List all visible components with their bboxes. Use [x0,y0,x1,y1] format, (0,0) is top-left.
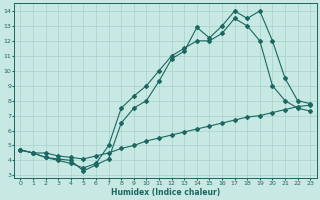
X-axis label: Humidex (Indice chaleur): Humidex (Indice chaleur) [111,188,220,197]
